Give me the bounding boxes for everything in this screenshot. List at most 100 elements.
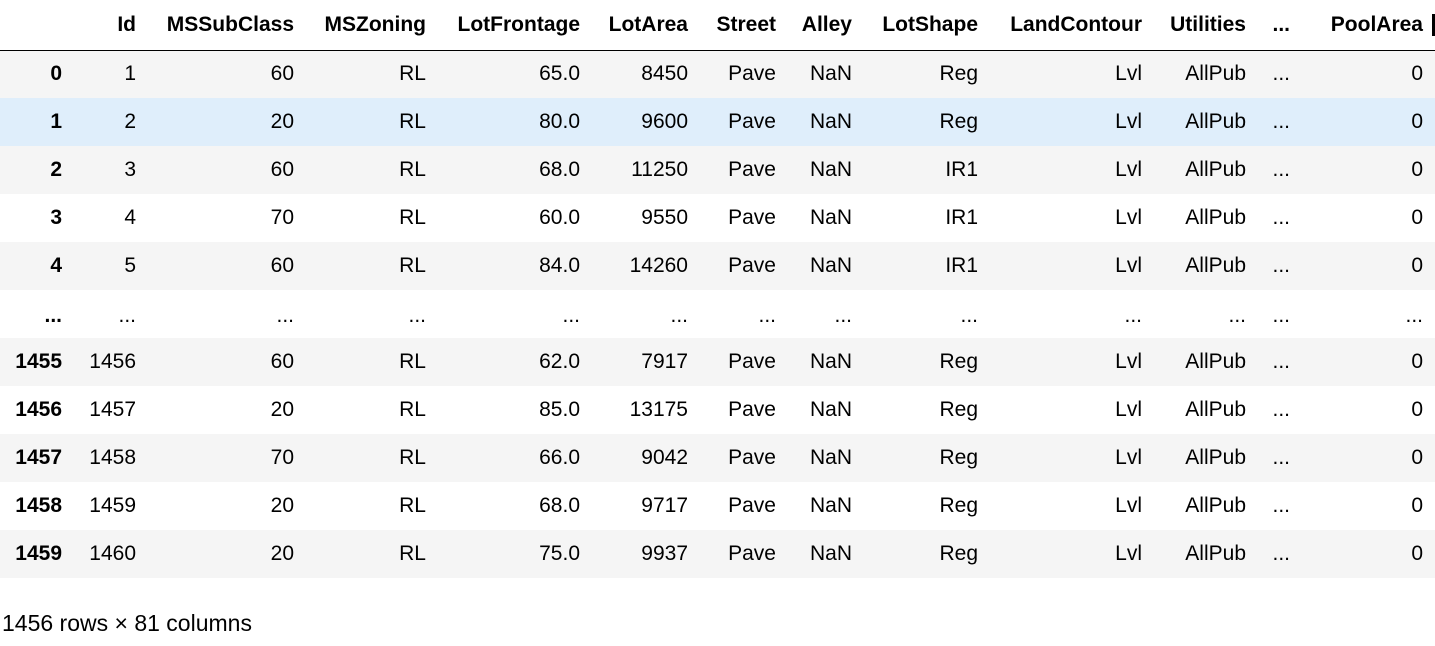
table-cell: RL: [399, 110, 426, 133]
table-cell: Pave: [728, 110, 776, 133]
table-cell: ...: [1272, 254, 1290, 277]
table-cell: 20: [270, 110, 294, 133]
row-index: 0: [50, 62, 62, 86]
table-cell: Lvl: [1115, 110, 1142, 133]
table-cell: IR1: [945, 158, 978, 181]
table-cell: 60: [270, 254, 294, 277]
table-cell: Pave: [728, 62, 776, 86]
table-cell: Pave: [728, 398, 776, 421]
dataframe-shape-caption: 1456 rows × 81 columns: [2, 610, 252, 636]
table-cell: AllPub: [1185, 158, 1246, 181]
column-header: Alley: [801, 12, 852, 36]
table-cell: Lvl: [1115, 446, 1142, 469]
table-cell: 0: [1411, 62, 1423, 86]
table-cell: ...: [1405, 304, 1423, 327]
table-cell: 9550: [641, 206, 688, 229]
table-cell: IR1: [945, 206, 978, 229]
table-cell: Pave: [728, 494, 776, 517]
table-row: 1 2 20 RL 80.0 9600 Pave NaN Reg Lvl AllPub... 0: [0, 98, 1435, 146]
table-cell: RL: [399, 206, 426, 229]
table-cell: RL: [399, 494, 426, 517]
table-cell: 0: [1411, 542, 1423, 565]
header-row: Id MSSubClass MSZoning LotFrontage LotArea St…: [0, 0, 1435, 50]
row-index: 3: [50, 206, 62, 229]
table-cell: ...: [1272, 494, 1290, 517]
ellipsis-row: .......................................: [0, 290, 1435, 338]
table-cell: 60.0: [539, 206, 580, 229]
table-cell: 0: [1411, 254, 1423, 277]
table-cell: ...: [1272, 206, 1290, 229]
row-index: 1458: [15, 494, 62, 517]
table-cell: Pave: [728, 206, 776, 229]
table-cell: 8450: [641, 62, 688, 86]
table-cell: AllPub: [1185, 350, 1246, 373]
table-cell: 66.0: [539, 446, 580, 469]
table-cell: 65.0: [539, 62, 580, 86]
row-index: ...: [44, 304, 62, 327]
table-cell: 20: [270, 494, 294, 517]
table-cell: ...: [1272, 304, 1290, 327]
table-cell: 14260: [629, 254, 688, 277]
table-cell: 84.0: [539, 254, 580, 277]
column-header: Utilities: [1170, 12, 1246, 36]
table-cell: 0: [1411, 350, 1423, 373]
row-index: 1455: [15, 350, 62, 373]
table-cell: RL: [399, 254, 426, 277]
table-cell: AllPub: [1185, 446, 1246, 469]
table-row: 1456 1457 20 RL 85.0 13175 Pave NaN Reg Lvl AllPub…: [0, 386, 1435, 434]
table-cell: ...: [1228, 304, 1246, 327]
table-cell: 0: [1411, 158, 1423, 181]
table-cell: Lvl: [1115, 350, 1142, 373]
table-cell: 2: [124, 110, 136, 133]
table-cell: IR1: [945, 254, 978, 277]
table-cell: 9600: [641, 110, 688, 133]
table-cell: ...: [960, 304, 978, 327]
table-cell: AllPub: [1185, 254, 1246, 277]
table-cell: NaN: [809, 158, 852, 181]
column-header: MSZoning: [324, 12, 426, 36]
table-cell: NaN: [809, 398, 852, 421]
column-header: LotShape: [882, 12, 978, 36]
table-cell: 0: [1411, 398, 1423, 421]
table-cell: NaN: [809, 494, 852, 517]
table-cell: ...: [1272, 158, 1290, 181]
table-cell: AllPub: [1185, 398, 1246, 421]
table-cell: ...: [670, 304, 688, 327]
column-header: Id: [117, 12, 136, 36]
table-cell: 1: [124, 62, 136, 86]
table-row: 1457 1458 70 RL 66.0 9042 Pave NaN Reg Lvl AllPub.…: [0, 434, 1435, 482]
table-cell: NaN: [809, 206, 852, 229]
table-cell: 80.0: [539, 110, 580, 133]
table-cell: RL: [399, 62, 426, 86]
table-cell: Reg: [939, 542, 978, 565]
table-cell: 7917: [641, 350, 688, 373]
table-cell: ...: [1272, 350, 1290, 373]
table-cell: 70: [270, 446, 294, 469]
table-cell: 1457: [89, 398, 136, 421]
table-cell: AllPub: [1185, 206, 1246, 229]
table-cell: NaN: [809, 542, 852, 565]
table-row: 2 3 60 RL 68.0 11250 Pave NaN IR1 Lvl AllPub... 0: [0, 146, 1435, 194]
table-cell: Pave: [728, 446, 776, 469]
table-cell: RL: [399, 446, 426, 469]
table-cell: NaN: [809, 350, 852, 373]
table-cell: Reg: [939, 110, 978, 133]
dataframe-table: Id MSSubClass MSZoning LotFrontage LotArea St…: [0, 0, 1435, 578]
table-cell: Pave: [728, 350, 776, 373]
table-cell: 3: [124, 158, 136, 181]
table-cell: RL: [399, 158, 426, 181]
table-cell: Pave: [728, 542, 776, 565]
table-row: 0 1 60 RL 65.0 8450 Pave NaN Reg Lvl AllPub... 0: [0, 50, 1435, 98]
table-cell: 70: [270, 206, 294, 229]
row-index: 4: [50, 254, 62, 277]
table-cell: 9717: [641, 494, 688, 517]
table-cell: 0: [1411, 110, 1423, 133]
column-header: Street: [716, 12, 776, 36]
table-cell: Reg: [939, 494, 978, 517]
table-body: 0 1 60 RL 65.0 8450 Pave NaN Reg Lvl AllPub... 0 1 2 2…: [0, 50, 1435, 578]
table-cell: RL: [399, 542, 426, 565]
column-header: ...: [1272, 12, 1290, 36]
table-cell: RL: [399, 398, 426, 421]
table-cell: Lvl: [1115, 254, 1142, 277]
